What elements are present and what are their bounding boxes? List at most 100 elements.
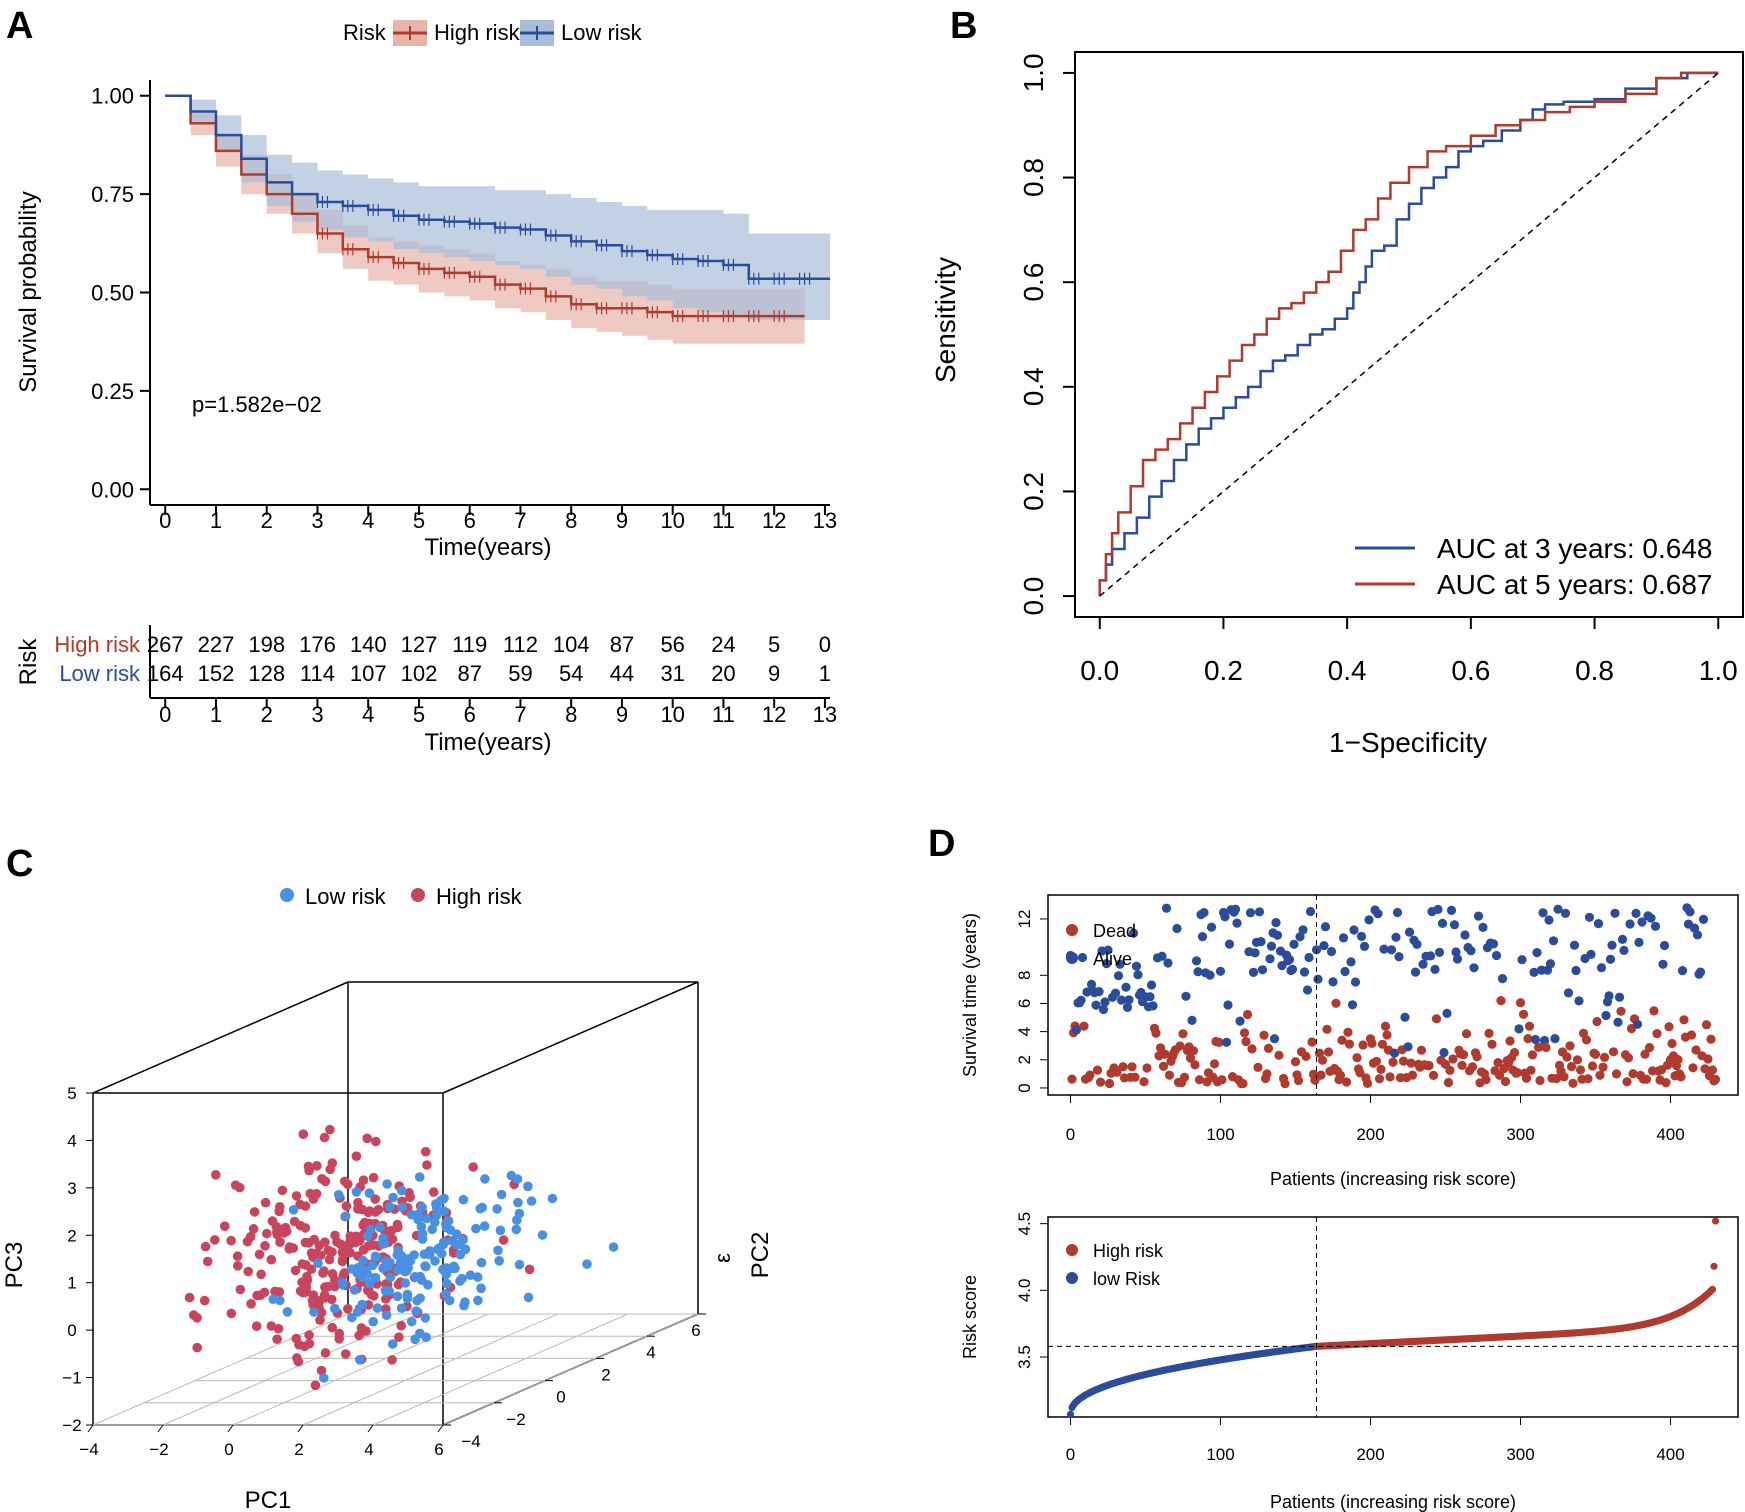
pca-x-title: PC1 [245, 1487, 292, 1512]
pca-point [282, 1307, 293, 1317]
time-point-dead [1667, 1038, 1677, 1049]
pca-point [262, 1228, 272, 1239]
pca-point [400, 1266, 410, 1277]
time-point-alive [1349, 925, 1359, 935]
pca-point [293, 1356, 304, 1367]
roc-reference-line [1099, 72, 1719, 597]
pca-point [358, 1255, 368, 1266]
risk-table-cell: 59 [508, 661, 532, 686]
pca-point [495, 1225, 506, 1236]
pca-point [333, 1190, 344, 1200]
time-point-alive [1328, 977, 1338, 987]
pca-point [220, 1221, 230, 1231]
panel-b-roc: B 0.00.20.40.60.81.0 0.0 0.2 0.4 0.6 0.8 1.0 … [930, 5, 1744, 758]
score-legend-high-label: High risk [1093, 1241, 1164, 1261]
time-point-alive [1692, 930, 1703, 940]
time-point-alive [1433, 904, 1443, 915]
time-point-alive [1404, 927, 1415, 937]
time-point-dead [1355, 1068, 1365, 1078]
time-point-dead [1388, 1057, 1398, 1067]
risk-table-x-tick-label: 0 [159, 702, 171, 727]
risk-table-cell: 140 [350, 632, 387, 657]
time-point-dead [1515, 998, 1526, 1008]
time-point-alive [1340, 966, 1350, 977]
km-x-tick-label: 3 [311, 508, 323, 533]
time-point-alive [1394, 952, 1404, 962]
time-point-alive [1206, 922, 1217, 932]
pca-point [309, 1307, 319, 1317]
time-point-alive [1452, 954, 1463, 964]
risk-table-high-label: High risk [54, 632, 141, 657]
time-point-dead [1644, 1043, 1655, 1053]
time-point-dead [1595, 1070, 1605, 1080]
time-point-alive [1425, 951, 1436, 961]
km-x-tick-label: 7 [514, 508, 526, 533]
pca-point [523, 1181, 533, 1192]
time-point-alive [1584, 912, 1595, 922]
pca-point [259, 1287, 270, 1298]
time-point-dead [1158, 1061, 1169, 1071]
pca-point [523, 1292, 534, 1303]
time-point-dead [1590, 1049, 1601, 1059]
time-point-alive [1442, 1008, 1452, 1019]
time-point-dead [1458, 1050, 1469, 1060]
pca-point [363, 1241, 374, 1251]
pca-point [387, 1355, 397, 1365]
pca-point [360, 1265, 371, 1276]
time-point-dead [1335, 1070, 1346, 1080]
time-point-alive [1695, 967, 1706, 977]
time-point-dead [1524, 1021, 1535, 1031]
time-point-alive [1298, 925, 1308, 935]
pca-point [235, 1284, 246, 1295]
time-point-dead [1641, 1074, 1652, 1084]
score-frame [1047, 1216, 1739, 1418]
pca-point [290, 1265, 301, 1276]
risk-table-x-tick-label: 6 [464, 702, 476, 727]
pca-x-tick-label: 2 [294, 1440, 303, 1459]
pca-point [406, 1209, 417, 1220]
pca-point [379, 1238, 390, 1249]
pca-point [310, 1380, 321, 1391]
time-x-tick-label: 0 [1066, 1125, 1075, 1144]
time-point-alive [1145, 992, 1155, 1002]
time-point-dead [1568, 1078, 1578, 1088]
pca-z-tick-label: 0 [556, 1388, 565, 1407]
km-x-tick-label: 2 [261, 508, 273, 533]
risk-table-cell: 9 [768, 661, 780, 686]
time-point-alive [1586, 949, 1596, 960]
pca-x-tick-label: 0 [224, 1440, 233, 1459]
pca-point [314, 1240, 325, 1251]
risk-table-cell: 0 [819, 632, 831, 657]
time-point-alive [1497, 974, 1508, 984]
time-point-alive [1148, 1001, 1158, 1011]
pca-point [355, 1355, 365, 1365]
pca-point [397, 1202, 407, 1213]
time-point-alive [1373, 909, 1383, 919]
risk-table-x-tick-label: 13 [813, 702, 837, 727]
time-point-dead [1664, 1022, 1674, 1032]
score-x-tick-label: 100 [1206, 1445, 1234, 1464]
time-point-alive [1605, 954, 1616, 964]
pca-point [275, 1237, 285, 1247]
pca-point [349, 1285, 360, 1295]
time-point-alive [1122, 1002, 1133, 1013]
pca-point [473, 1295, 483, 1306]
pca-grid-line [372, 1313, 629, 1426]
pca-point [511, 1224, 522, 1235]
pca-point [547, 1193, 558, 1204]
risk-table-x-ticks: 0 1 2 3 4 5 6 7 8 9 10 11 12 13 [159, 698, 837, 727]
pca-point [498, 1235, 509, 1245]
time-point-alive [1116, 995, 1127, 1005]
roc-y-tick-label: 1.0 [1018, 53, 1049, 92]
pca-point [368, 1316, 379, 1327]
time-point-dead [1431, 1014, 1442, 1024]
score-legend-low-label: low Risk [1093, 1269, 1161, 1289]
pca-point [313, 1258, 323, 1268]
roc-x-tick-label: 0.8 [1575, 655, 1614, 686]
score-point [1708, 1285, 1717, 1293]
time-point-alive [1607, 940, 1617, 950]
pca-point [361, 1326, 371, 1336]
panel-letter-d: D [928, 823, 955, 865]
pca-point [308, 1290, 319, 1300]
